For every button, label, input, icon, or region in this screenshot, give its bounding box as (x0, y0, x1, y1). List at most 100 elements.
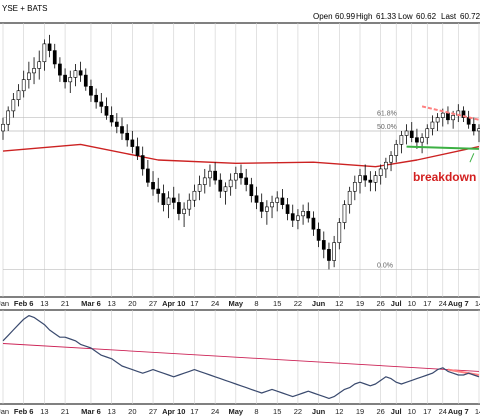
indicator-x-tick-label: Jul (391, 407, 402, 416)
price-panel: 61.8% 50.0% 0.0% breakdown (0, 22, 480, 298)
candle-body (192, 190, 197, 201)
price-x-tick-label: 20 (128, 299, 136, 308)
candle-body (275, 197, 280, 203)
candle-body (446, 112, 450, 121)
indicator-trend-line (2, 343, 480, 372)
candle-body (58, 63, 62, 76)
indicator-x-tick-label: May (229, 407, 244, 416)
price-x-tick-label: 17 (423, 299, 431, 308)
candle-body (389, 155, 393, 163)
candle-body (378, 168, 383, 176)
candle-body (363, 175, 368, 181)
price-x-tick-label: 24 (211, 299, 219, 308)
candle-body (347, 190, 352, 205)
candle-body (404, 130, 409, 136)
indicator-x-tick-label: Feb 6 (14, 407, 34, 416)
price-x-tick-label: Aug 7 (448, 299, 469, 308)
candle-body (321, 240, 326, 250)
candle-body (327, 249, 331, 261)
indicator-x-tick-label: 27 (149, 407, 157, 416)
candle-body (114, 121, 119, 127)
indicator-x-tick-label: 21 (61, 407, 69, 416)
indicator-x-tick-label: 14 (475, 407, 480, 416)
price-x-axis: Jan Feb 6 13 21 Mar 6 13 20 27 Apr 10 17 24 May 8 15 2… (0, 299, 480, 308)
price-trend-lines (406, 105, 480, 150)
candle-body (239, 173, 243, 179)
annotation-pointer (469, 153, 475, 163)
candle-body (440, 112, 445, 118)
candle-body (435, 117, 440, 123)
exchange-label: YSE + BATS (2, 4, 47, 13)
candle-body (270, 202, 274, 208)
price-x-tick-label: 24 (439, 299, 447, 308)
price-x-tick-label: 13 (107, 299, 115, 308)
price-x-tick-label: 21 (61, 299, 69, 308)
indicator-x-tick-label: 24 (439, 407, 447, 416)
indicator-trend-lines (2, 343, 480, 376)
candle-body (78, 70, 83, 76)
annotation-layer: breakdown (413, 153, 476, 184)
candle-body (99, 101, 104, 107)
candle-body (213, 170, 217, 181)
candle-body (337, 222, 342, 243)
candle-body (21, 79, 26, 92)
candle-body (202, 177, 207, 185)
candle-body (384, 161, 388, 170)
indicator-x-tick-label: 8 (254, 407, 258, 416)
indicator-line (2, 315, 480, 399)
indicator-x-axis: Jan Feb 6 13 21 Mar 6 13 20 27 Apr 10 17 24 May 8 15 2… (0, 407, 480, 416)
price-x-tick-label: 27 (149, 299, 157, 308)
candle-body (1, 123, 5, 132)
candle-body (430, 121, 435, 130)
candle-body (218, 179, 223, 192)
fibonacci-levels: 61.8% 50.0% 0.0% (3, 111, 479, 270)
indicator-x-tick-label: 15 (273, 407, 281, 416)
price-x-tick-label: Apr 10 (162, 299, 185, 308)
candle-body (73, 70, 78, 78)
price-x-tick-label: 17 (190, 299, 198, 308)
price-header: Open 60.99 High 61.33 Low 60.62 Last 60.… (313, 12, 480, 21)
candle-body (244, 177, 249, 185)
candle-body (130, 139, 135, 147)
candle-body (259, 202, 264, 212)
support-trend-line (406, 145, 480, 150)
candle-body (42, 43, 47, 63)
indicator-x-tick-label: 24 (211, 407, 219, 416)
candle-body (451, 115, 455, 121)
high-label: High (356, 12, 372, 21)
candle-body (161, 193, 166, 205)
price-grid (2, 23, 480, 297)
candle-body (425, 128, 430, 138)
candle-body (135, 146, 140, 156)
candle-body (342, 204, 347, 223)
candle-body (27, 72, 31, 80)
price-x-tick-label: Feb 6 (14, 299, 34, 308)
price-x-tick-label: Jan (0, 299, 9, 308)
candle-body (125, 132, 130, 141)
resistance-trend-line (421, 105, 480, 121)
candle-body (296, 215, 300, 221)
candle-body (352, 182, 357, 192)
candle-body (265, 206, 269, 212)
breakdown-annotation: breakdown (413, 170, 476, 184)
candle-body (104, 106, 109, 116)
price-x-tick-label: 26 (377, 299, 385, 308)
fibonacci-label: 50.0% (377, 124, 397, 131)
candle-body (223, 186, 228, 192)
candle-body (182, 208, 186, 214)
candle-body (146, 168, 150, 183)
price-x-tick-label: May (229, 299, 244, 308)
price-x-tick-label: 8 (254, 299, 258, 308)
indicator-x-tick-label: 26 (377, 407, 385, 416)
candle-body (208, 170, 212, 179)
indicator-x-tick-label: Jan (0, 407, 9, 416)
candle-body (461, 110, 466, 118)
candle-body (477, 128, 480, 132)
price-x-tick-label: 22 (294, 299, 302, 308)
candle-body (11, 99, 16, 112)
candle-body (47, 43, 52, 51)
moving-average-line (2, 143, 480, 168)
candlestick-series (1, 34, 480, 270)
candle-body (156, 188, 161, 194)
